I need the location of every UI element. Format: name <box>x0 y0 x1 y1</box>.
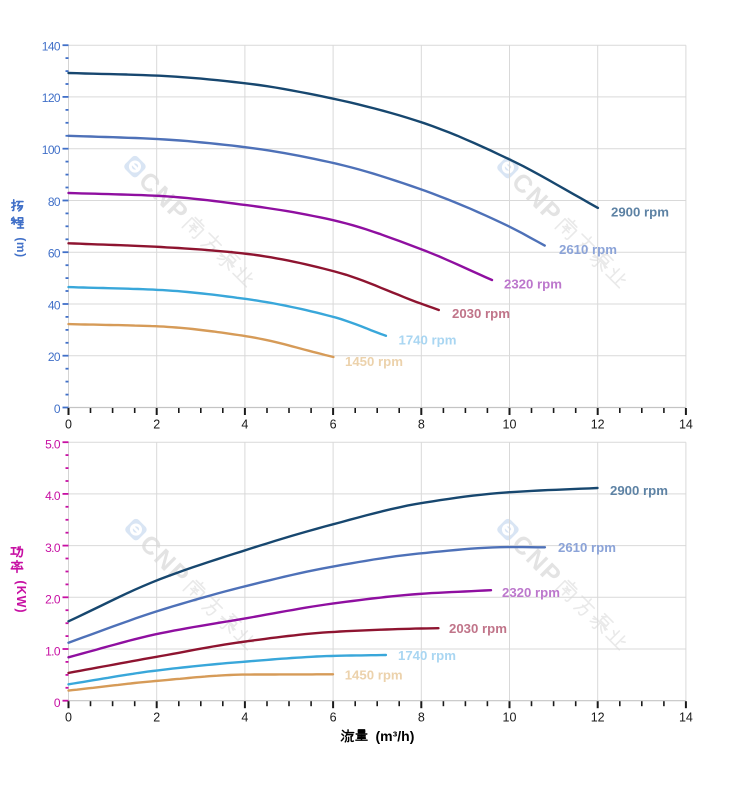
svg-text:2.0: 2.0 <box>45 593 61 607</box>
svg-text:0: 0 <box>54 696 61 710</box>
svg-text:2: 2 <box>153 710 160 724</box>
svg-text:120: 120 <box>42 91 61 105</box>
svg-text:2030 rpm: 2030 rpm <box>452 306 510 321</box>
svg-text:60: 60 <box>48 247 61 261</box>
svg-text:2320 rpm: 2320 rpm <box>502 585 560 600</box>
svg-text:12: 12 <box>591 417 605 431</box>
svg-text:8: 8 <box>418 710 425 724</box>
svg-text:(m³/h): (m³/h) <box>376 728 415 744</box>
svg-text:2900 rpm: 2900 rpm <box>611 205 669 220</box>
svg-text:4: 4 <box>241 417 248 431</box>
svg-text:14: 14 <box>679 417 693 431</box>
svg-text:40: 40 <box>48 298 61 312</box>
svg-text:100: 100 <box>42 143 61 157</box>
svg-text:14: 14 <box>679 710 693 724</box>
svg-text:80: 80 <box>48 195 61 209</box>
svg-text:1740 rpm: 1740 rpm <box>399 332 457 347</box>
svg-text:2610 rpm: 2610 rpm <box>559 242 617 257</box>
svg-text:1.0: 1.0 <box>45 644 61 658</box>
svg-text:(m): (m) <box>14 237 28 257</box>
svg-text:12: 12 <box>591 710 605 724</box>
svg-text:5.0: 5.0 <box>45 438 61 452</box>
svg-text:3.0: 3.0 <box>45 541 61 555</box>
svg-text:6: 6 <box>330 710 337 724</box>
svg-text:0: 0 <box>54 402 61 416</box>
svg-text:2320 rpm: 2320 rpm <box>504 276 562 291</box>
svg-text:10: 10 <box>503 417 517 431</box>
svg-text:10: 10 <box>503 710 517 724</box>
svg-text:8: 8 <box>418 417 425 431</box>
svg-text:0: 0 <box>65 710 72 724</box>
svg-text:2030 rpm: 2030 rpm <box>449 621 507 636</box>
svg-text:1450 rpm: 1450 rpm <box>345 667 403 682</box>
svg-text:6: 6 <box>330 417 337 431</box>
svg-text:2900 rpm: 2900 rpm <box>610 483 668 498</box>
svg-text:0: 0 <box>65 417 72 431</box>
svg-text:(KW): (KW) <box>14 580 28 613</box>
svg-text:4: 4 <box>241 710 248 724</box>
svg-text:4.0: 4.0 <box>45 489 61 503</box>
svg-text:140: 140 <box>42 40 61 54</box>
svg-text:1450 rpm: 1450 rpm <box>345 354 403 369</box>
svg-text:2: 2 <box>153 417 160 431</box>
svg-text:1740 rpm: 1740 rpm <box>398 648 456 663</box>
svg-text:20: 20 <box>48 350 61 364</box>
svg-text:2610 rpm: 2610 rpm <box>558 540 616 555</box>
